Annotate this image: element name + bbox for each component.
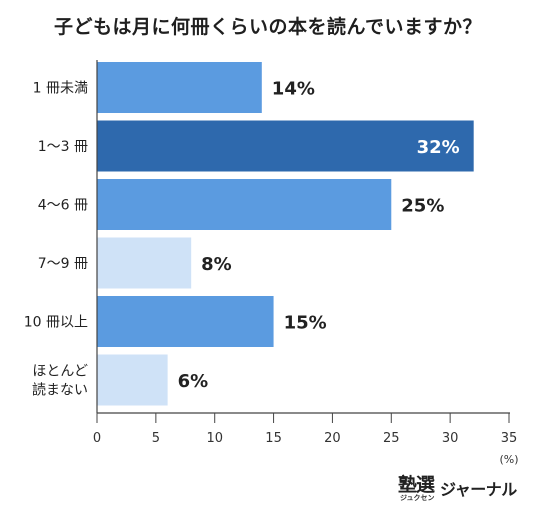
category-label-2: 1〜3 冊 (38, 139, 88, 155)
category-label-6-line-1: ほとんど (32, 364, 88, 380)
chart-title: 子どもは月に何冊くらいの本を読んでいますか？ (53, 16, 483, 38)
brand-logo: 塾選 ジュクセン ジャーナル (398, 470, 518, 504)
category-label-4: 7〜9 冊 (38, 256, 88, 272)
value-label-2: 32% (417, 137, 460, 158)
value-label-6: 6% (178, 371, 209, 392)
x-tick-label-0: 0 (93, 431, 101, 446)
bar-5 (97, 296, 274, 347)
logo-main: 塾選 (398, 474, 435, 496)
x-tick-label-15: 15 (265, 431, 282, 446)
x-tick-label-35: 35 (501, 431, 518, 446)
x-tick-label-25: 25 (383, 431, 400, 446)
x-tick-label-30: 30 (442, 431, 459, 446)
category-label-6-line-2: 読まない (32, 382, 88, 399)
x-tick-label-20: 20 (324, 431, 341, 446)
x-tick-label-5: 5 (152, 431, 160, 446)
value-label-1: 14% (272, 79, 315, 100)
bar-2 (97, 120, 474, 172)
value-label-5: 15% (284, 313, 327, 334)
category-label-1: 1 冊未満 (33, 81, 88, 97)
x-axis-unit: (%) (499, 453, 518, 466)
x-ticks-group: 0 5 10 15 20 25 30 35 (93, 413, 517, 446)
x-tick-label-10: 10 (206, 431, 223, 446)
bars-group (97, 62, 474, 406)
bar-1 (97, 62, 262, 113)
value-labels-group: 14% 32% 25% 8% 15% 6% (178, 79, 460, 393)
bar-6 (97, 354, 168, 406)
logo-kana: ジュクセン (400, 494, 435, 502)
bar-3 (97, 179, 392, 230)
bar-4 (97, 237, 192, 289)
logo-text: ジャーナル (440, 480, 517, 499)
value-label-4: 8% (201, 254, 232, 275)
category-label-5: 10 冊以上 (24, 315, 88, 331)
category-label-3: 4〜6 冊 (38, 198, 88, 214)
value-label-3: 25% (401, 196, 444, 217)
